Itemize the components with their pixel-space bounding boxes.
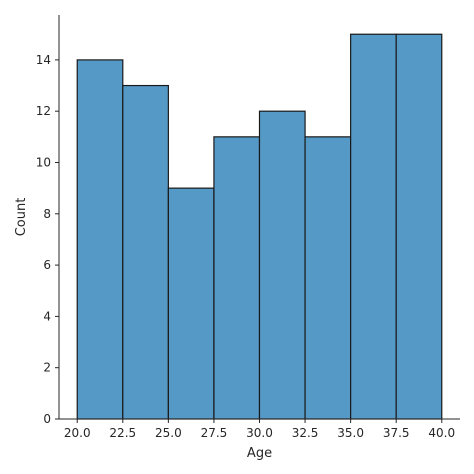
x-tick-label-7: 37.5: [383, 426, 410, 440]
histogram-bar-7: [395, 33, 443, 420]
histogram-bar-2: [167, 187, 215, 420]
bars-group: [76, 33, 443, 420]
y-tick-label-0: 0: [43, 412, 51, 426]
y-tick-label-1: 2: [43, 361, 51, 375]
y-tick-label-6: 12: [36, 104, 51, 118]
y-tick-label-4: 8: [43, 207, 51, 221]
histogram-bar-5: [304, 136, 352, 420]
x-tick-label-6: 35.0: [337, 426, 364, 440]
x-ticks-group: 20.0 22.5 25.0 27.5 30.0 32.5 35.0 37.5 40.0: [64, 419, 455, 440]
y-tick-label-2: 4: [43, 309, 51, 323]
y-axis-label: Count: [14, 198, 29, 237]
histogram-bar-4: [258, 110, 306, 420]
x-tick-label-5: 32.5: [292, 426, 319, 440]
y-ticks-group: 0 2 4 6 8 10 12 14: [36, 53, 59, 426]
histogram-bar-3: [213, 136, 261, 420]
y-tick-label-7: 14: [36, 53, 51, 67]
y-tick-label-5: 10: [36, 155, 51, 169]
x-tick-label-0: 20.0: [64, 426, 91, 440]
histogram-bar-0: [76, 59, 124, 420]
histogram-bar-1: [122, 84, 169, 420]
x-tick-label-8: 40.0: [428, 426, 455, 440]
x-tick-label-3: 27.5: [201, 426, 228, 440]
y-tick-label-3: 6: [43, 258, 51, 272]
x-tick-label-1: 22.5: [109, 426, 136, 440]
x-axis-label: Age: [247, 446, 272, 461]
x-tick-label-2: 25.0: [155, 426, 182, 440]
x-tick-label-4: 30.0: [246, 426, 273, 440]
histogram-bar-6: [350, 33, 397, 420]
